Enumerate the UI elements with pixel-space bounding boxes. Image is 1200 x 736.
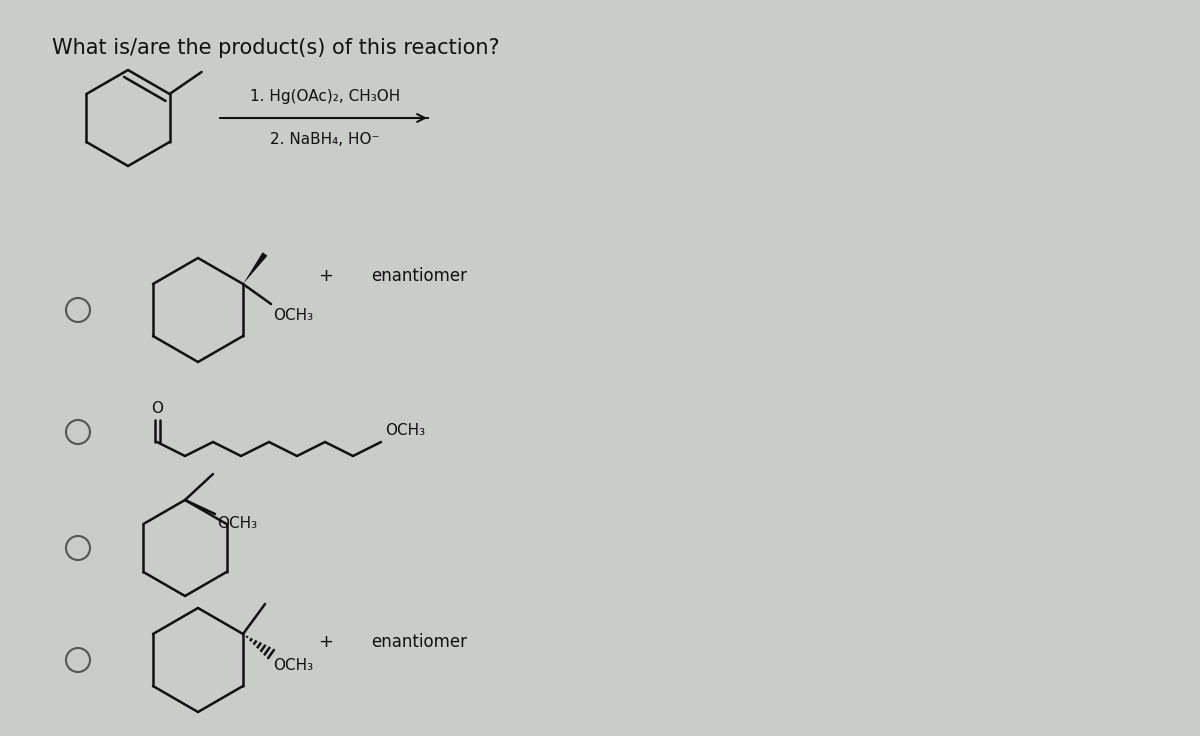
Text: +: + <box>318 633 334 651</box>
Text: enantiomer: enantiomer <box>371 633 467 651</box>
Text: +: + <box>318 267 334 285</box>
Text: What is/are the product(s) of this reaction?: What is/are the product(s) of this react… <box>52 38 499 58</box>
Text: O: O <box>151 401 163 416</box>
Text: OCH₃: OCH₃ <box>217 516 257 531</box>
Text: 1. Hg(OAc)₂, CH₃OH: 1. Hg(OAc)₂, CH₃OH <box>250 89 400 104</box>
Polygon shape <box>244 252 268 284</box>
Text: 2. NaBH₄, HO⁻: 2. NaBH₄, HO⁻ <box>270 132 379 147</box>
Text: OCH₃: OCH₃ <box>274 658 313 673</box>
Text: OCH₃: OCH₃ <box>385 423 425 438</box>
Text: OCH₃: OCH₃ <box>274 308 313 323</box>
Text: enantiomer: enantiomer <box>371 267 467 285</box>
